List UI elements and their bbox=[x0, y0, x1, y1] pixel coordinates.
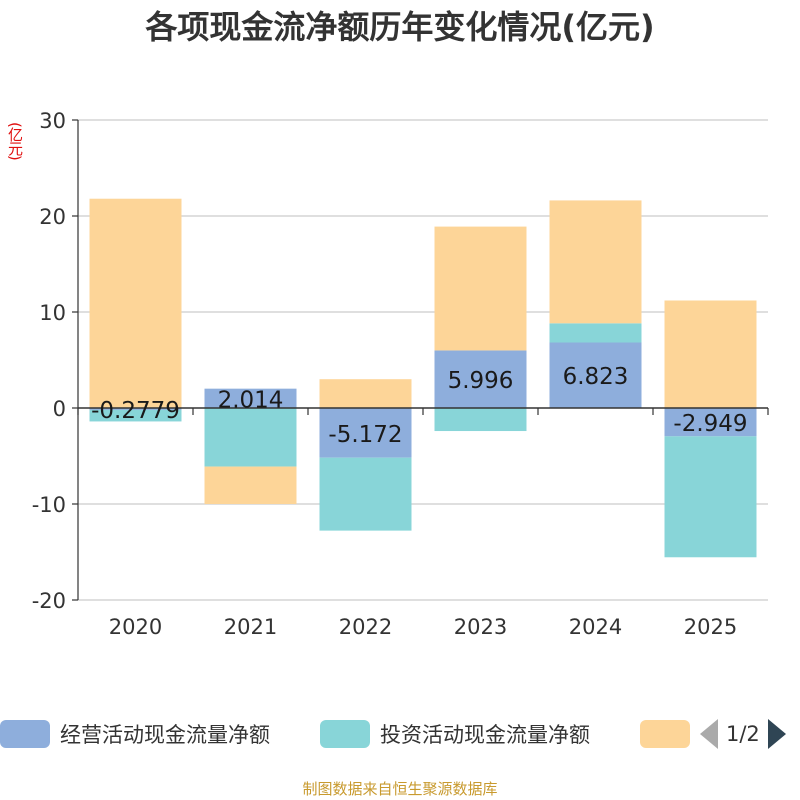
bar-2021-series-0[interactable] bbox=[204, 388, 297, 408]
grid-lines bbox=[78, 119, 768, 601]
bar-2022-series-1[interactable] bbox=[319, 457, 412, 531]
bar-2021-series-1[interactable] bbox=[204, 408, 297, 467]
x-tick-label-2020: 2020 bbox=[109, 615, 162, 639]
chart-title: 各项现金流净额历年变化情况(亿元) bbox=[145, 8, 655, 46]
x-tick-label-2022: 2022 bbox=[339, 615, 392, 639]
bar-2024-series-1[interactable] bbox=[549, 323, 642, 343]
data-label-2025: -2.949 bbox=[673, 411, 747, 437]
legend-swatch-investing bbox=[320, 720, 370, 748]
bar-2020-series-1[interactable] bbox=[89, 409, 182, 422]
next-page-icon[interactable] bbox=[767, 719, 786, 749]
bar-2025-series-0[interactable] bbox=[664, 408, 757, 437]
legend-swatch-operating bbox=[0, 720, 50, 748]
data-label-2020: -0.2779 bbox=[91, 398, 180, 424]
y-tick-label: 20 bbox=[39, 205, 66, 229]
x-tick-label-2023: 2023 bbox=[454, 615, 507, 639]
y-tick-label: 0 bbox=[53, 397, 66, 421]
legend-label-operating: 经营活动现金流量净额 bbox=[60, 723, 270, 747]
data-label-2022: -5.172 bbox=[328, 422, 402, 448]
legend-swatch-financing bbox=[640, 720, 690, 748]
data-labels: -0.2779 2.014 -5.172 5.996 6.823 -2.949 bbox=[91, 364, 747, 448]
y-tick-label: -20 bbox=[32, 589, 66, 613]
bar-2020-series-2[interactable] bbox=[89, 198, 182, 408]
legend-page-indicator: 1/2 bbox=[726, 722, 760, 746]
legend-item-investing[interactable]: 投资活动现金流量净额 bbox=[320, 712, 590, 756]
bar-2021-series-2[interactable] bbox=[204, 466, 297, 504]
legend-pager: 1/2 bbox=[700, 712, 800, 756]
bar-2020-series-0[interactable] bbox=[89, 408, 182, 410]
y-tick-label: 30 bbox=[39, 109, 66, 133]
x-tick-label-2025: 2025 bbox=[684, 615, 737, 639]
y-axis-unit-label: (亿元) bbox=[6, 122, 24, 160]
legend-label-investing: 投资活动现金流量净额 bbox=[380, 723, 590, 747]
legend-item-operating[interactable]: 经营活动现金流量净额 bbox=[0, 712, 270, 756]
legend-item-financing[interactable] bbox=[640, 712, 700, 756]
bar-2022-series-0[interactable] bbox=[319, 408, 412, 458]
data-label-2024: 6.823 bbox=[563, 364, 629, 390]
y-tick-label: -10 bbox=[32, 493, 66, 517]
data-source-note: 制图数据来自恒生聚源数据库 bbox=[302, 780, 498, 798]
data-label-2023: 5.996 bbox=[448, 368, 514, 394]
chart-plot: 30 20 10 0 -10 -20 2020 2021 2022 2023 2024 2025 -0… bbox=[32, 109, 769, 639]
x-tick-label-2024: 2024 bbox=[569, 615, 622, 639]
bar-2023-series-1[interactable] bbox=[434, 408, 527, 432]
bar-2024-series-2[interactable] bbox=[549, 200, 642, 324]
prev-page-icon[interactable] bbox=[700, 719, 718, 749]
bar-2025-series-2[interactable] bbox=[664, 300, 757, 408]
bar-2024-series-0[interactable] bbox=[549, 342, 642, 408]
data-label-2021: 2.014 bbox=[218, 387, 284, 413]
y-tick-label: 10 bbox=[39, 301, 66, 325]
legend: 经营活动现金流量净额 投资活动现金流量净额 1/2 bbox=[0, 712, 800, 756]
bar-2025-series-1[interactable] bbox=[664, 436, 757, 558]
bar-2023-series-2[interactable] bbox=[434, 226, 527, 351]
bar-2022-series-2[interactable] bbox=[319, 379, 412, 408]
bar-2023-series-0[interactable] bbox=[434, 350, 527, 408]
x-tick-label-2021: 2021 bbox=[224, 615, 277, 639]
bars bbox=[89, 198, 757, 558]
axes: 30 20 10 0 -10 -20 2020 2021 2022 2023 2024 2025 bbox=[32, 109, 769, 639]
